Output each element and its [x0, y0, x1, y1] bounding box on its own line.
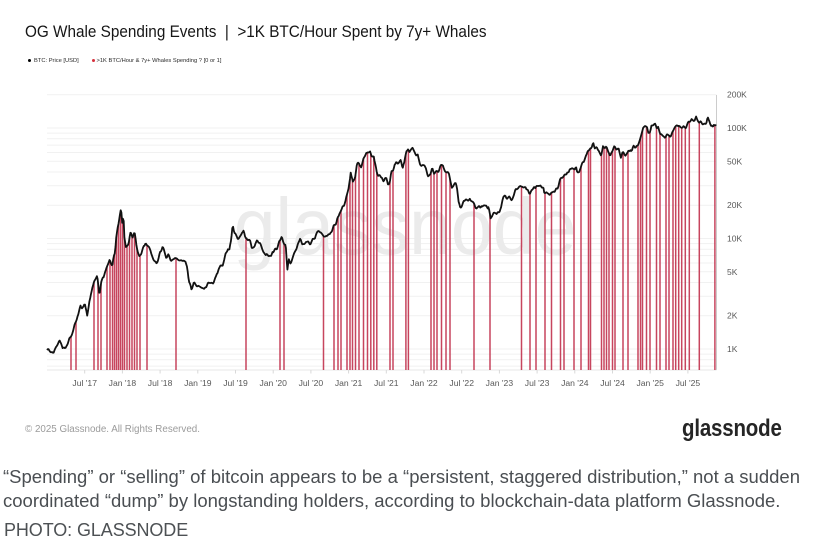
svg-text:Jan '19: Jan '19	[184, 378, 212, 388]
svg-text:2K: 2K	[727, 311, 738, 321]
svg-text:Jan '23: Jan '23	[486, 378, 514, 388]
svg-text:Jan '21: Jan '21	[335, 378, 363, 388]
svg-text:Jul '17: Jul '17	[72, 378, 97, 388]
svg-text:Jan '18: Jan '18	[109, 378, 137, 388]
svg-text:100K: 100K	[727, 123, 747, 133]
svg-text:20K: 20K	[727, 200, 742, 210]
svg-text:Jan '22: Jan '22	[410, 378, 438, 388]
svg-text:1K: 1K	[727, 344, 738, 354]
svg-text:Jul '22: Jul '22	[449, 378, 474, 388]
svg-text:Jan '20: Jan '20	[259, 378, 287, 388]
svg-text:Jan '25: Jan '25	[636, 378, 664, 388]
svg-text:50K: 50K	[727, 156, 742, 166]
svg-text:Jul '20: Jul '20	[299, 378, 324, 388]
svg-text:Jul '24: Jul '24	[600, 378, 625, 388]
svg-text:Jul '19: Jul '19	[223, 378, 248, 388]
svg-text:5K: 5K	[727, 267, 738, 277]
svg-text:Jul '25: Jul '25	[676, 378, 701, 388]
svg-text:Jul '23: Jul '23	[525, 378, 550, 388]
svg-text:Jul '18: Jul '18	[148, 378, 173, 388]
svg-text:Jul '21: Jul '21	[374, 378, 399, 388]
svg-text:200K: 200K	[727, 90, 747, 100]
svg-text:Jan '24: Jan '24	[561, 378, 589, 388]
svg-text:glassnode: glassnode	[234, 183, 577, 272]
svg-text:10K: 10K	[727, 234, 742, 244]
